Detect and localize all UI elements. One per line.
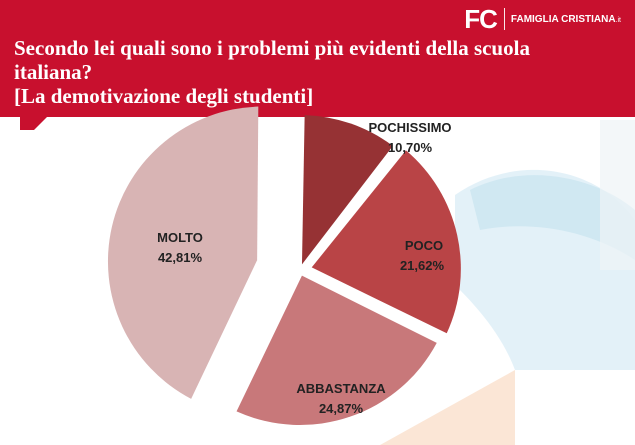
slice-value-label: 24,87% xyxy=(319,401,364,416)
chart-subtitle: [La demotivazione degli studenti] xyxy=(14,84,314,108)
slice-category-label: POCO xyxy=(405,238,443,253)
slice-value-label: 10,70% xyxy=(388,140,433,155)
header-pointer xyxy=(20,116,48,130)
pie-slice-poco[interactable] xyxy=(311,150,461,334)
brand-logo[interactable]: FC FAMIGLIA CRISTIANA.it xyxy=(464,6,621,32)
slice-category-label: ABBASTANZA xyxy=(296,381,386,396)
slice-value-label: 21,62% xyxy=(400,258,445,273)
pie-slice-pochissimo[interactable] xyxy=(301,115,393,265)
logo-mark: FC xyxy=(464,4,498,34)
slice-category-label: MOLTO xyxy=(157,230,203,245)
slice-category-label: POCHISSIMO xyxy=(368,120,451,135)
pie-slice-abbastanza[interactable] xyxy=(236,275,437,426)
title-line-2: italiana? xyxy=(14,60,93,84)
slice-value-label: 42,81% xyxy=(158,250,203,265)
logo-divider xyxy=(503,8,505,30)
pie-slice-molto[interactable] xyxy=(107,106,259,399)
chart-title: Secondo lei quali sono i problemi più ev… xyxy=(14,36,614,108)
logo-text: FAMIGLIA CRISTIANA.it xyxy=(510,13,621,25)
header-banner: FC FAMIGLIA CRISTIANA.it Secondo lei qua… xyxy=(0,0,635,117)
title-line-1: Secondo lei quali sono i problemi più ev… xyxy=(14,36,530,60)
